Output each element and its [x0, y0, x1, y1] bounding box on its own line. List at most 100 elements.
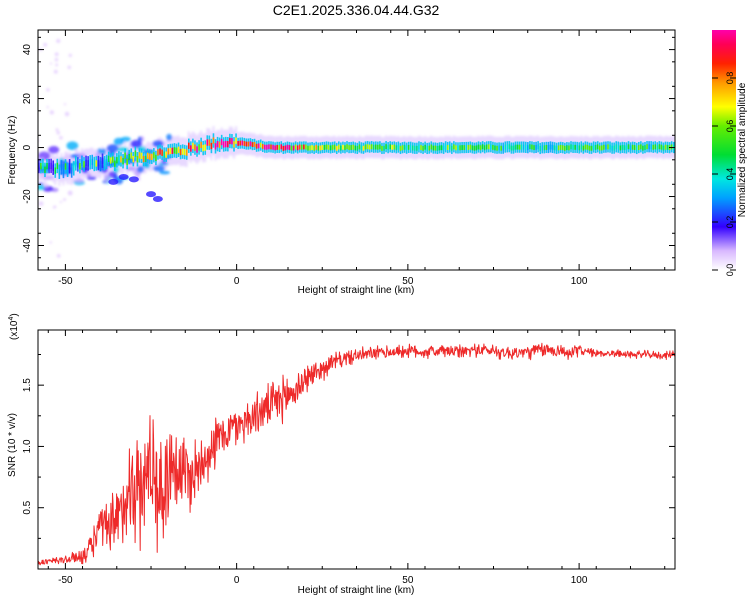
spectrogram-cell-core [296, 145, 299, 151]
spectrogram-cell-core [124, 152, 126, 159]
spectrogram-cell-core [105, 158, 108, 166]
spectrogram-speckle [55, 63, 59, 67]
spectrogram-cell-core [463, 145, 465, 151]
spectrogram-cell-core [298, 144, 301, 150]
x-tick-label: -50 [58, 276, 73, 287]
y-tick-label: 0 [22, 144, 33, 150]
spectrogram-cell-core [414, 145, 416, 151]
spectrogram-cell-core [438, 145, 441, 151]
spectrogram-cell-core [436, 145, 439, 151]
snr-x-ticks: -50 0 50 100 [47, 330, 666, 586]
spectrogram-cell-core [541, 145, 544, 151]
spectrogram-cell-core [352, 144, 354, 150]
spectrogram-cell-core [340, 145, 342, 151]
spectrogram-cell-core [379, 144, 381, 150]
spectrogram-cell-core [539, 146, 541, 151]
spectrogram-cell-core [568, 145, 570, 151]
x-tick-label: 50 [402, 276, 414, 287]
spectrogram-cell-core [307, 145, 309, 151]
y-tick-label: 1.0 [22, 439, 33, 453]
spectrogram-cell-core [483, 145, 486, 151]
spectrogram-cell-core [592, 144, 595, 150]
spectrogram-cell-core [586, 144, 589, 150]
spectrogram-cell-core [549, 144, 552, 150]
spectrogram-speckle [64, 111, 70, 117]
spectrogram-cell-core [303, 144, 305, 150]
spectrogram-cell-core [444, 144, 447, 150]
spectrogram-speckle [67, 65, 72, 70]
spectrogram-speckle [46, 106, 49, 109]
spectrogram-speckle [54, 52, 59, 57]
spectrogram-cell-core [46, 162, 48, 170]
spectrogram-cell-core [481, 144, 484, 150]
spectrogram-cell-core [338, 144, 340, 150]
spectrogram-panel: -50 0 50 100 -40 -20 0 20 40 Height of straight… [7, 29, 676, 296]
spectrogram-cell-core [512, 145, 515, 151]
spectrogram-blob [66, 141, 79, 151]
spectrogram-speckle [65, 151, 68, 154]
spectrogram-cell-core [424, 144, 426, 150]
spectrogram-cell-core [498, 145, 500, 151]
spectrogram-cell-core [547, 145, 550, 150]
spectrogram-cell-core [315, 144, 318, 150]
spectrogram-cell-core [504, 144, 507, 150]
spectrogram-cell-core [594, 144, 597, 150]
spectrogram-cell-core [280, 144, 283, 150]
spectrogram-cell-core [128, 153, 131, 161]
spectrogram-cell-core [85, 159, 87, 166]
spectrogram-speckle [43, 42, 48, 47]
spectrogram-cell-core [194, 144, 196, 151]
spectrogram-cell-core [535, 144, 537, 150]
spectrogram-cell-core [479, 145, 482, 151]
spectrogram-cell-core [601, 145, 603, 151]
spectrogram-cell-core [516, 144, 519, 150]
spectrogram-cell-core [654, 144, 657, 150]
spectrogram-cell-core [325, 144, 328, 150]
spectrogram-cell-core [255, 143, 258, 149]
spectrogram-cell-core [134, 150, 137, 157]
spectrogram-cell-core [245, 141, 248, 147]
spectrogram-cell-core [619, 145, 622, 151]
spectrogram-cell-core [155, 154, 157, 162]
spectrogram-cell-core [494, 145, 496, 151]
spectrogram-cell-core [455, 145, 457, 151]
spectrogram-cell-core [354, 145, 357, 151]
spectrogram-cell-core [118, 155, 120, 162]
spectrogram-cell-core [356, 145, 359, 151]
spectrogram-cell-core [264, 144, 266, 150]
spectrogram-speckle [63, 198, 67, 201]
spectrogram-cell-core [136, 156, 139, 163]
spectrogram-cell-core [666, 144, 669, 150]
spectrogram-cell-core [633, 145, 636, 151]
spectrogram-cell-core [288, 145, 291, 150]
spectrogram-cell-core [422, 145, 424, 151]
spectrogram-cell-core [97, 159, 100, 167]
spectrogram-cell-core [177, 146, 180, 153]
x-tick-label: 0 [234, 276, 240, 287]
spectrogram-cell-core [120, 156, 122, 163]
spectrogram-cell-core [261, 143, 264, 149]
spectrogram-cell-core [510, 145, 513, 151]
spectrogram-cell-core [202, 144, 204, 152]
spectrogram-cell-core [492, 144, 494, 150]
spectrogram-cell-core [317, 145, 320, 151]
spectrogram-cell-core [399, 145, 402, 151]
spectrogram-cell-core [362, 145, 365, 151]
spectrogram-cell-core [580, 144, 583, 150]
spectrogram-cell-core [56, 162, 59, 170]
spectrogram-cell-core [605, 144, 607, 150]
spectrogram-cell-core [442, 145, 445, 151]
spectrogram-cell-core [662, 145, 665, 151]
chart-title: C2E1.2025.336.04.44.G32 [273, 2, 440, 18]
spectrogram-blob [152, 140, 164, 148]
colorbar-tick-label: 0.6 [725, 120, 735, 133]
spectrogram-cell-core [646, 144, 648, 150]
spectrogram-cell-core [387, 145, 389, 151]
colorbar-tick-label: 0.0 [725, 264, 735, 277]
spectrogram-cell-core [208, 139, 211, 146]
snr-series-line [38, 342, 675, 566]
spectrogram-cell-core [457, 145, 459, 151]
spectrogram-cell-core [490, 144, 492, 150]
snr-scale-label: (x104) [8, 313, 20, 340]
spectrogram-cell-core [286, 144, 289, 150]
